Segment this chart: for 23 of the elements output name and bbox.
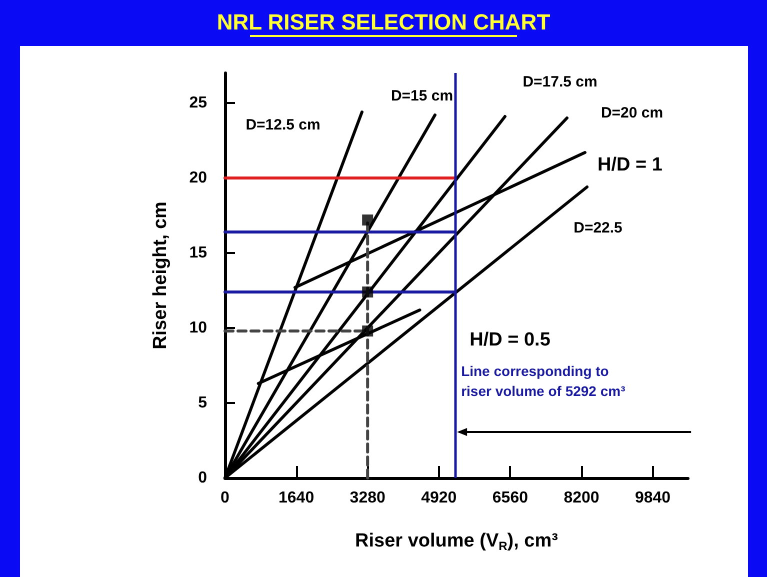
- x-tick-label: 1640: [278, 490, 314, 506]
- x-tick-label: 9840: [634, 490, 671, 506]
- y-tick-label: 10: [189, 320, 208, 336]
- y-tick-label: 25: [189, 94, 208, 112]
- ref-line-label: Line corresponding to riser volume of 5292 cm³: [461, 363, 626, 399]
- x-tick-label: 3280: [350, 490, 386, 506]
- x-tick-label: 6560: [492, 490, 528, 506]
- annotation: D=20 cm: [600, 104, 664, 122]
- y-tick-label: 0: [198, 470, 208, 486]
- annotation: H/D = 0.5: [470, 330, 551, 350]
- annotation: D=22.5: [574, 220, 622, 236]
- y-tick-label: 5: [198, 394, 208, 412]
- y-tick-label: 20: [189, 170, 208, 186]
- y-axis-title: Riser height, cm: [150, 202, 171, 350]
- annotation: H/D = 1: [598, 154, 663, 176]
- x-tick-label: 0: [220, 490, 230, 506]
- x-tick-label: 8200: [564, 490, 600, 506]
- annotation: D=12.5 cm: [246, 116, 320, 134]
- annotation: D=15 cm: [390, 88, 454, 104]
- chart-title: NRL RISER SELECTION CHART: [216, 10, 551, 34]
- y-tick-label: 15: [189, 244, 208, 262]
- x-tick-label: 4920: [421, 490, 457, 506]
- annotation: D=17.5 cm: [522, 74, 598, 90]
